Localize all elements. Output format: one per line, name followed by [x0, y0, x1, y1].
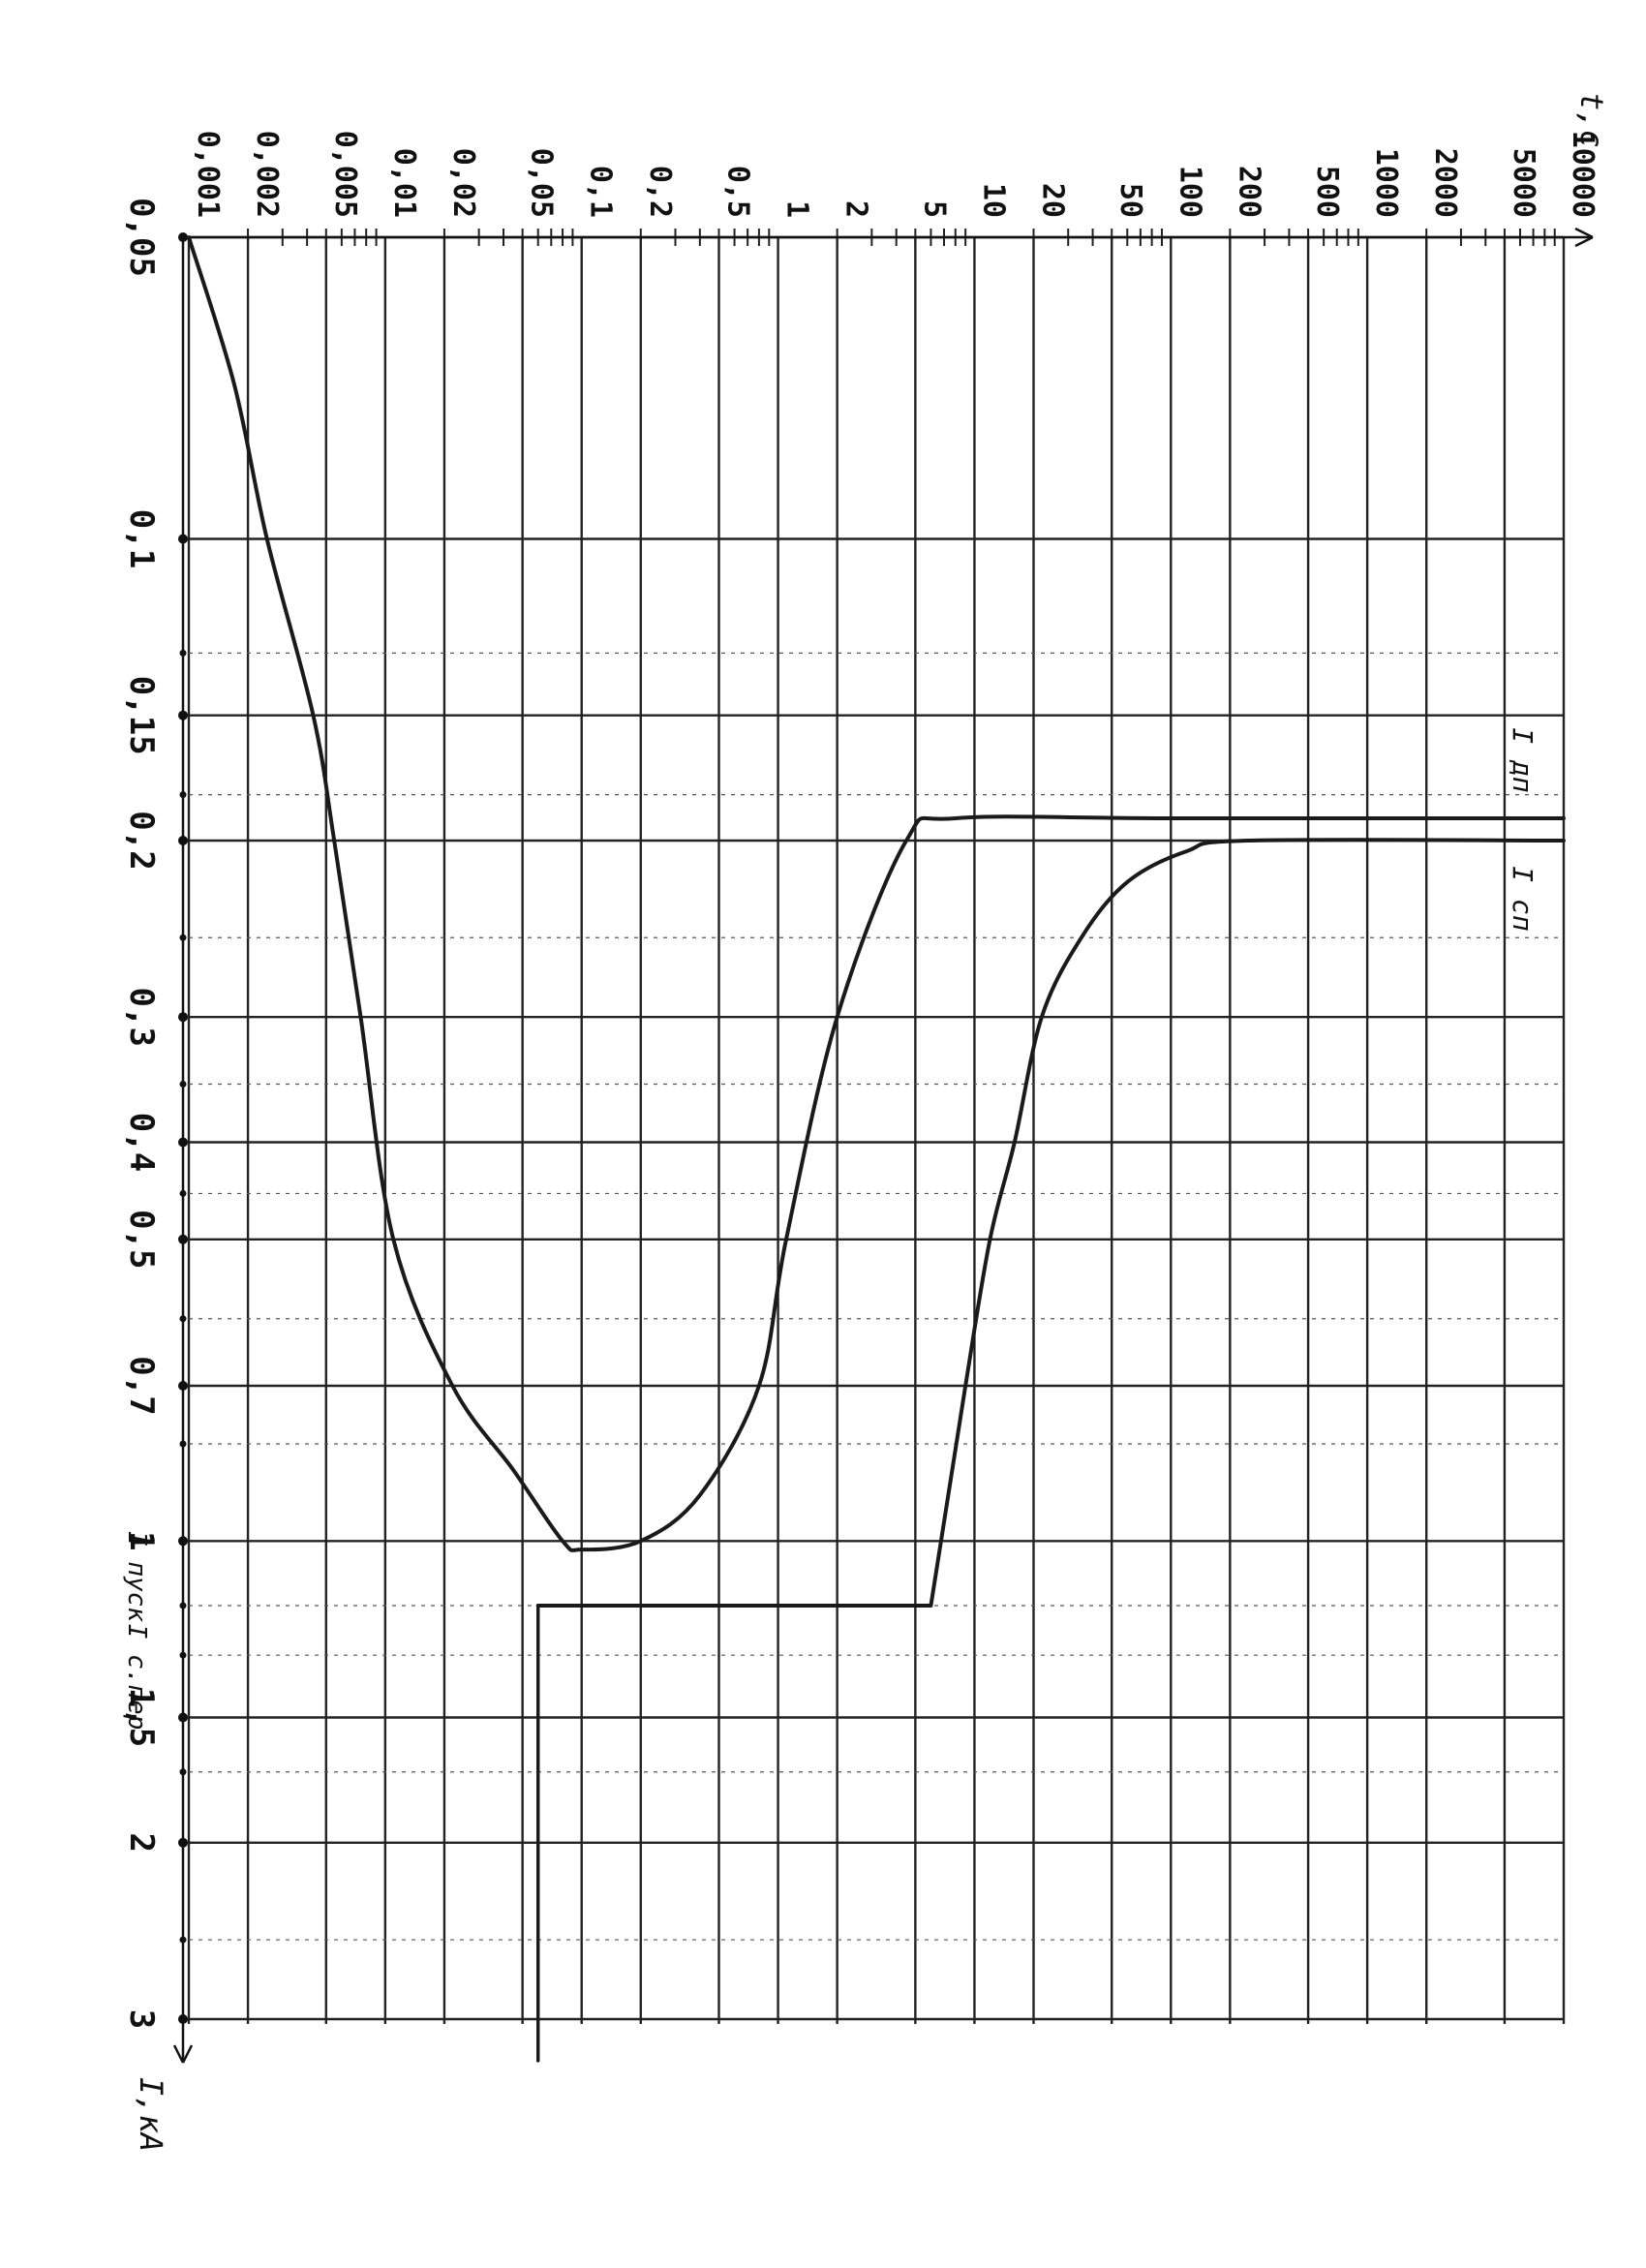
curve-i-dp	[187, 235, 1566, 1552]
grid	[183, 235, 1566, 2024]
label-i-dp: I дп	[1507, 727, 1539, 792]
time-tick-label: 20	[1035, 183, 1069, 218]
current-tick-label: 0,15	[122, 676, 161, 755]
time-tick-label: 10000	[1566, 131, 1600, 218]
time-tick-label: 50	[1113, 183, 1147, 218]
time-tick-label: 5000	[1507, 148, 1540, 218]
label-start-current: I пуск	[122, 1531, 151, 1622]
time-tick-label: 1000	[1369, 148, 1403, 218]
current-tick-label: 1,5	[122, 1688, 161, 1747]
current-tick-label: 0,2	[122, 811, 161, 870]
time-tick-label: 0,05	[525, 148, 559, 218]
time-tick-label: 100	[1173, 166, 1206, 218]
current-tick-label: 0,1	[122, 509, 161, 568]
time-tick-label: 0,5	[721, 166, 755, 218]
current-tick-label: 0,4	[122, 1113, 161, 1172]
time-tick-label: 500	[1310, 166, 1344, 218]
axes	[172, 227, 1594, 2064]
time-tick-label: 10	[976, 183, 1010, 218]
current-tick-label: 3	[122, 2009, 161, 2029]
label-ocr-current: I с.пер	[122, 1624, 151, 1731]
current-tick-label: 0,7	[122, 1356, 161, 1415]
labels: 0,001 0,002 0,005 0,01 0,02 0,05 0,1 0,2 0,5 1 2 5 1…	[122, 92, 1610, 2152]
time-axis-label: t,c	[1573, 92, 1610, 148]
time-tick-label: 0,1	[584, 166, 618, 218]
time-tick-label: 0,02	[446, 148, 480, 218]
current-tick-label: 0,05	[122, 198, 161, 277]
current-tick-label: 0,5	[122, 1210, 161, 1269]
label-i-sp: I сп	[1507, 866, 1539, 931]
current-tick-label: 1	[122, 1531, 161, 1550]
time-tick-label: 0,005	[328, 131, 362, 218]
current-axis-label: I,кА	[133, 2077, 169, 2152]
current-tick-label: 2	[122, 1833, 161, 1853]
current-axis-arrow	[172, 2044, 194, 2064]
time-tick-label: 0,2	[643, 166, 677, 218]
series	[187, 235, 1566, 2063]
curve-i-sp	[535, 838, 1566, 1608]
current-tick-label: 0,3	[122, 988, 161, 1047]
time-tick-label: 2	[839, 200, 873, 218]
time-tick-label: 0,002	[250, 131, 284, 218]
time-tick-label: 200	[1232, 166, 1265, 218]
time-tick-label: 0,01	[387, 148, 421, 218]
time-tick-label: 0,001	[191, 131, 225, 218]
time-tick-label: 1	[780, 200, 814, 218]
time-axis-arrow	[1574, 227, 1594, 248]
time-tick-label: 2000	[1428, 148, 1462, 218]
time-tick-label: 5	[917, 200, 951, 218]
